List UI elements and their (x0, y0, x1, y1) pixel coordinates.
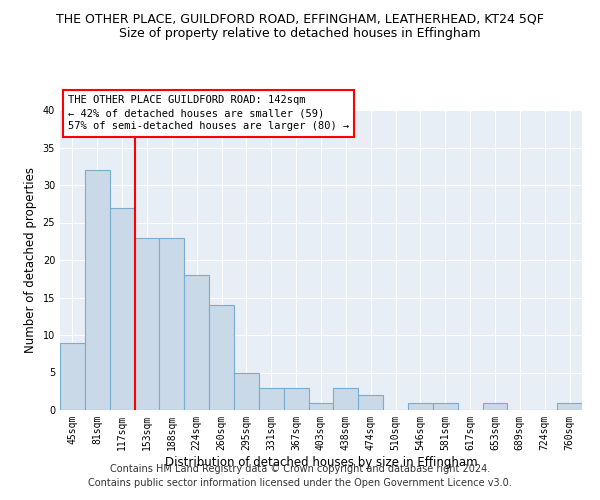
Bar (308, 402, 334, 410)
Text: Contains HM Land Registry data © Crown copyright and database right 2024.
Contai: Contains HM Land Registry data © Crown c… (88, 464, 512, 487)
Bar (134, 238, 160, 410)
Bar (184, 275, 209, 410)
Bar (259, 388, 284, 410)
Bar (60, 342, 85, 410)
Bar (284, 388, 308, 410)
X-axis label: Distribution of detached houses by size in Effingham: Distribution of detached houses by size … (164, 456, 478, 468)
Bar (557, 402, 582, 410)
Bar (482, 402, 508, 410)
Bar (234, 372, 259, 410)
Bar (358, 395, 383, 410)
Bar (408, 402, 433, 410)
Bar (160, 238, 184, 410)
Text: Size of property relative to detached houses in Effingham: Size of property relative to detached ho… (119, 28, 481, 40)
Text: THE OTHER PLACE, GUILDFORD ROAD, EFFINGHAM, LEATHERHEAD, KT24 5QF: THE OTHER PLACE, GUILDFORD ROAD, EFFINGH… (56, 12, 544, 26)
Bar (334, 388, 358, 410)
Text: THE OTHER PLACE GUILDFORD ROAD: 142sqm
← 42% of detached houses are smaller (59): THE OTHER PLACE GUILDFORD ROAD: 142sqm ←… (68, 95, 349, 132)
Y-axis label: Number of detached properties: Number of detached properties (24, 167, 37, 353)
Bar (209, 305, 234, 410)
Bar (85, 170, 110, 410)
Bar (433, 402, 458, 410)
Bar (110, 208, 134, 410)
